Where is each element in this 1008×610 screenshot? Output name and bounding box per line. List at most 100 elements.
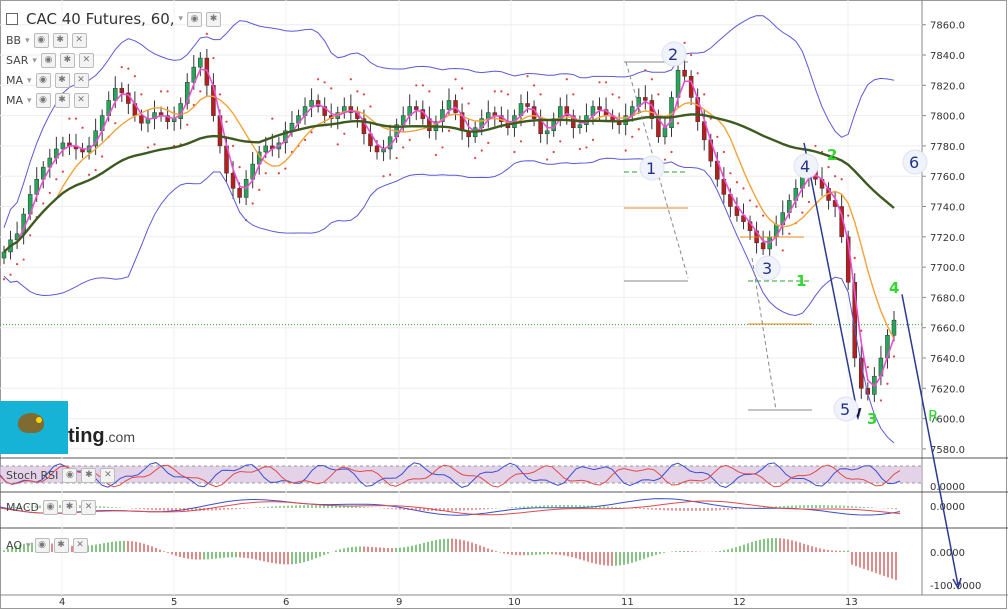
sar-dot [408,138,411,141]
close-icon[interactable]: ✕ [73,93,89,108]
eye-icon[interactable]: ◉ [35,73,51,88]
sar-dot [22,258,25,261]
sar-dot [847,214,850,217]
close-icon[interactable]: ✕ [71,33,87,48]
sar-dot [493,90,496,93]
chart-title: CAC 40 Futures, 60, [26,10,175,28]
eye-icon[interactable]: ◉ [33,33,49,48]
sar-dot [362,93,366,96]
time-tick-label: 10 [508,597,521,608]
sar-dot [205,32,208,35]
chevron-down-icon[interactable]: ▾ [32,55,37,66]
indicator-row-bb[interactable]: BB ▾ ◉ ✱ ✕ [6,33,87,48]
sar-dot [467,102,470,105]
time-tick-label: 5 [171,597,177,608]
sar-dot [356,90,359,93]
sar-dot [133,75,136,78]
sar-dot [519,140,523,143]
candle-body [184,82,190,104]
eye-icon[interactable]: ◉ [34,538,50,553]
sar-dot [127,67,130,70]
sar-dot [532,84,536,87]
price-tick-label: 7700.0 [930,263,965,274]
chevron-down-icon[interactable]: ▾ [178,14,184,24]
gear-icon[interactable]: ✱ [61,500,77,515]
candle-body [230,172,236,189]
sar-dot [781,249,784,252]
sar-dot [827,166,830,169]
sar-dot [657,93,660,96]
sar-dot [369,105,372,108]
price-tick-label: 7660.0 [930,324,965,335]
gear-icon[interactable]: ✱ [206,11,222,27]
gear-icon[interactable]: ✱ [52,33,68,48]
sar-dot [578,147,581,151]
candle-body [348,106,354,113]
sar-dot [15,262,19,266]
eye-icon[interactable]: ◉ [40,53,56,68]
sar-dot [526,75,529,78]
logo-wordmark: ting.com [68,425,135,447]
pane-header-stoch-rsi[interactable]: Stoch RSI ◉ ✱ ✕ [6,468,116,483]
gear-icon[interactable]: ✱ [59,53,75,68]
wave-label-bubble [639,155,665,181]
sar-dot [539,93,542,96]
close-icon[interactable]: ✕ [73,73,89,88]
sar-dot [114,122,117,125]
eye-icon[interactable]: ◉ [35,93,51,108]
sar-dot [402,146,405,149]
close-icon[interactable]: ✕ [80,500,96,515]
indicator-row-ma-2[interactable]: MA ▾ ◉ ✱ ✕ [6,93,89,108]
gear-icon[interactable]: ✱ [54,73,70,88]
wave-label-bubble [661,41,687,67]
candle-body [139,115,144,124]
gear-icon[interactable]: ✱ [54,93,70,108]
eye-icon[interactable]: ◉ [62,468,78,483]
pane-header-macd[interactable]: MACD ◉ ✱ ✕ [6,500,96,515]
sar-dot [101,155,104,158]
sar-dot [94,169,97,172]
sar-dot [637,128,640,131]
pane-header-ao[interactable]: AO ▾ ◉ ✱ ✕ [6,538,88,553]
eye-icon[interactable]: ◉ [42,500,58,515]
candle-body [682,69,687,77]
sar-dot [61,170,64,173]
chevron-down-icon[interactable]: ▾ [27,95,32,106]
sar-dot [389,173,392,176]
sar-dot [395,156,398,160]
close-icon[interactable]: ✕ [78,53,94,68]
wave-label-bubble [755,255,781,281]
collapse-icon[interactable] [6,13,18,25]
candle-body [486,112,491,119]
wave-label-blue: 4 [800,157,810,176]
sar-dot [317,78,320,81]
candle-body [564,106,570,116]
sar-dot [500,90,503,93]
stoch-k-line [0,462,901,488]
gear-icon[interactable]: ✱ [81,468,97,483]
indicator-label: SAR [6,54,29,67]
candle-body [283,130,288,144]
sar-dot [742,187,745,190]
sar-dot [9,273,12,276]
eye-icon[interactable]: ◉ [187,11,203,27]
indicator-row-sar[interactable]: SAR ▾ ◉ ✱ ✕ [6,53,94,68]
sar-dot [454,78,457,81]
close-icon[interactable]: ✕ [72,538,88,553]
indicator-row-ma-1[interactable]: MA ▾ ◉ ✱ ✕ [6,73,89,88]
sar-dot [310,131,313,134]
gear-icon[interactable]: ✱ [53,538,69,553]
close-icon[interactable]: ✕ [100,468,116,483]
sar-dot [68,117,71,120]
wave-label-green-r: R [928,407,938,425]
sar-dot [546,158,549,161]
wave-label-green: 2 [827,146,837,164]
chevron-down-icon[interactable]: ▾ [27,75,32,86]
projection-arrow [901,294,959,586]
bb-upper-line [3,15,895,228]
sar-dot [277,172,280,175]
sar-dot [886,382,889,385]
chevron-down-icon[interactable]: ▾ [26,540,31,551]
chevron-down-icon[interactable]: ▾ [25,35,30,46]
